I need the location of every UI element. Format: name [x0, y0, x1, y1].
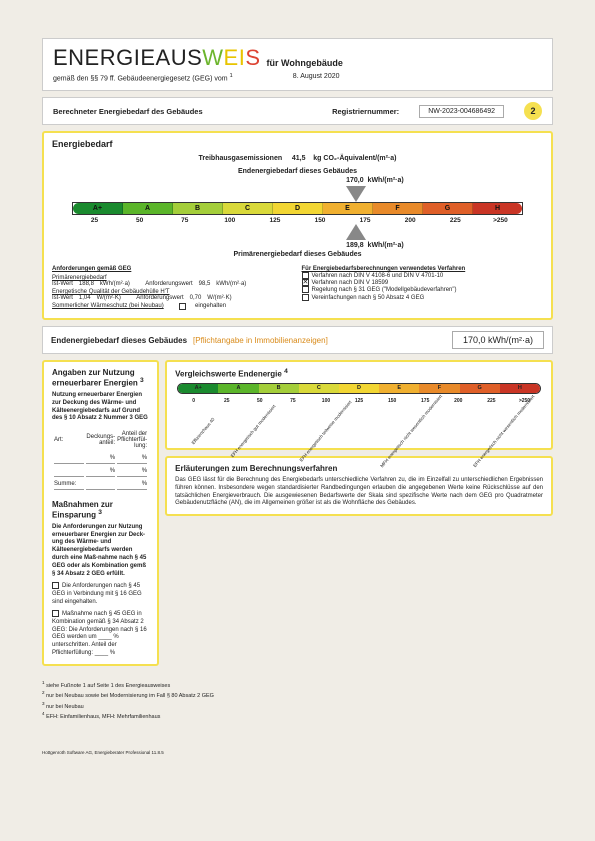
scale-segment: F: [373, 203, 423, 214]
checkbox-icon: [179, 303, 186, 310]
erl-text: Das GEG lässt für die Berechnung des Ene…: [175, 477, 543, 508]
erlaeuterungen-box: Erläuterungen zum Berechnungsverfahren D…: [165, 456, 553, 516]
scale-segment: G: [423, 203, 473, 214]
bedarf-title: Energiebedarf: [52, 139, 543, 149]
energiebedarf-box: Energiebedarf Treibhausgasemissionen 41,…: [42, 131, 553, 320]
mini-scale: A+ABCDEFGH: [177, 383, 541, 394]
footnotes: 1 siehe Fußnote 1 auf Seite 1 des Energi…: [42, 680, 553, 722]
scale-segment: B: [173, 203, 223, 214]
checkbox-checked-icon: [302, 279, 309, 286]
page-circle: 2: [524, 102, 542, 120]
mini-segment: B: [259, 384, 299, 393]
endband-value: 170,0 kWh/(m²·a): [452, 331, 544, 349]
emissions-val: 41,5: [292, 155, 306, 162]
mini-ticks: 0255075100125150175200225>250: [177, 398, 541, 404]
scale-segment: C: [223, 203, 273, 214]
prim-label: Primärenergiebedarf dieses Gebäudes: [52, 251, 543, 258]
endenergie-band: Endenergiebedarf dieses Gebäudes [Pflich…: [42, 326, 553, 354]
energy-scale: A+ABCDEFGH: [72, 202, 523, 215]
renew-table: Art: Deckungs-anteil: Anteil der Pflicht…: [52, 427, 149, 492]
reg-label: Registriernummer:: [332, 107, 399, 116]
emissions-label: Treibhausgasemissionen: [198, 155, 282, 162]
checkbox-icon: [302, 286, 309, 293]
endband-bracket: [Pflichtangabe in Immobilienanzeigen]: [193, 336, 328, 345]
vergleich-box: Vergleichswerte Endenergie 4 A+ABCDEFGH …: [165, 360, 553, 450]
endband-label: Endenergiebedarf dieses Gebäudes: [51, 336, 187, 345]
doc-title: ENERGIEAUSWEIS: [53, 45, 261, 71]
end-label: Endenergiebedarf dieses Gebäudes: [52, 168, 543, 175]
doc-subtitle: für Wohngebäude: [267, 58, 343, 68]
mass-title: Maßnahmen zur Einsparung: [52, 500, 113, 520]
arrow-up-icon: [346, 224, 366, 240]
arrow-down-icon: [346, 186, 366, 202]
checkbox-icon: [52, 610, 59, 617]
renew-title: Angaben zur Nutzung erneuerbarer Energie…: [52, 368, 138, 388]
registration-band: Berechneter Energiebedarf des Gebäudes R…: [42, 97, 553, 125]
scale-segment: H: [473, 203, 522, 214]
renew-intro: Nutzung erneuerbarer Energien zur Deckun…: [52, 392, 149, 423]
mini-segment: D: [339, 384, 379, 393]
calc-label: Berechneter Energiebedarf des Gebäudes: [53, 107, 203, 116]
scale-segment: A+: [73, 203, 123, 214]
scale-ticks: 255075100125150175200225>250: [72, 217, 523, 224]
title-plain: ENERGIEAUS: [53, 45, 202, 70]
renewable-box: Angaben zur Nutzung erneuerbarer Energie…: [42, 360, 159, 665]
header-date: 8. August 2020: [293, 73, 340, 82]
vergleich-title: Vergleichswerte Endenergie: [175, 370, 282, 379]
checkbox-icon: [302, 294, 309, 301]
mini-segment: A+: [178, 384, 218, 393]
software-credit: Hottgenroth Software AG, Energieberater …: [42, 750, 553, 755]
reg-number: NW-2023-004686492: [419, 105, 504, 118]
scale-segment: E: [323, 203, 373, 214]
diag-labels: Effizienzhaus 40EFH energetisch gut mode…: [177, 408, 541, 438]
mini-segment: G: [460, 384, 500, 393]
header-band: ENERGIEAUSWEIS für Wohngebäude gemäß den…: [42, 38, 553, 91]
anf-heading: Anforderungen gemäß GEG: [52, 266, 294, 272]
header-line: gemäß den §§ 79 ff. Gebäudeenergiegesetz…: [53, 75, 228, 82]
erl-title: Erläuterungen zum Berechnungsverfahren: [175, 464, 543, 473]
emissions-unit: kg CO₂-Äquivalent/(m²·a): [313, 155, 396, 162]
checkbox-icon: [52, 582, 59, 589]
mass-intro: Die Anforderungen zur Nutzung erneuerbar…: [52, 524, 149, 579]
scale-segment: D: [273, 203, 323, 214]
scale-segment: A: [123, 203, 173, 214]
